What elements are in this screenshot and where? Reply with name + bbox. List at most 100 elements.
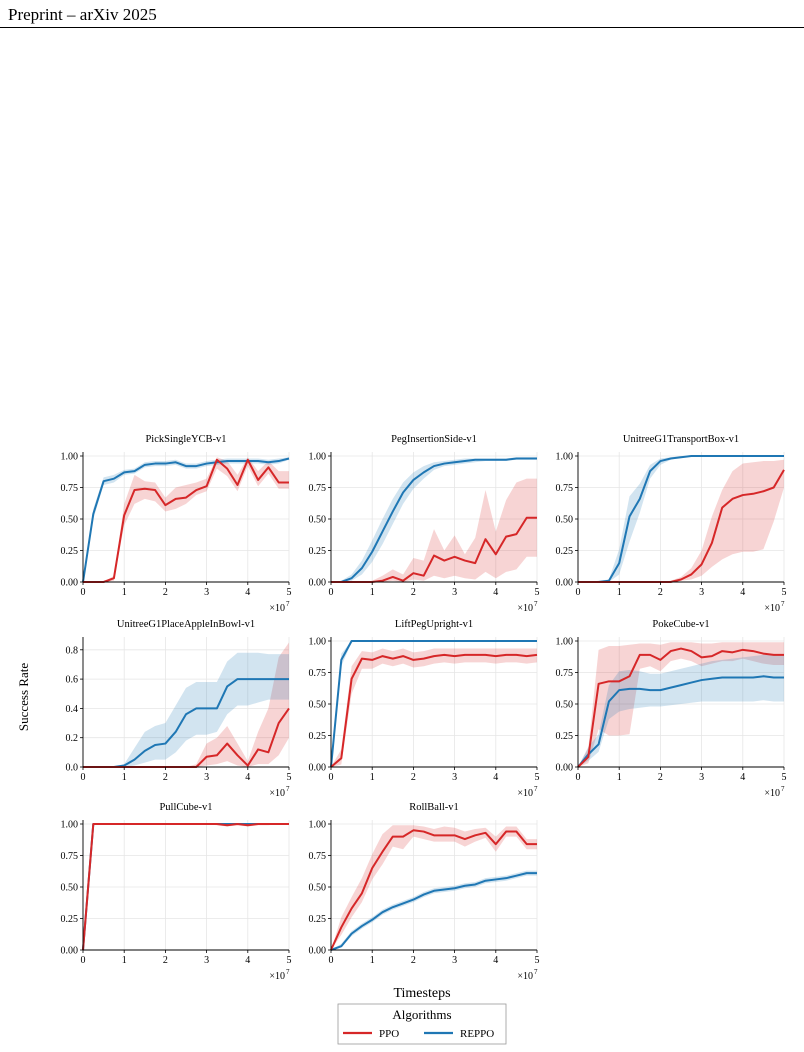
- panel-7-x-multiplier: ×10: [269, 971, 285, 982]
- panel-5-x-multiplier-exp: 7: [534, 785, 538, 793]
- panel-5-y-tick-label-2: 0.50: [309, 700, 327, 711]
- panel-2-x-tick-label-5: 5: [535, 587, 540, 598]
- panel-4-y-tick-label-3: 0.6: [66, 675, 79, 686]
- panel-1-line-ppo: [83, 458, 289, 583]
- panel-6-y-tick-label-2: 0.50: [556, 700, 574, 711]
- panel-2-x-tick-label-3: 3: [452, 587, 457, 598]
- panel-1-x-multiplier: ×10: [269, 603, 285, 614]
- panel-5-x-tick-label-0: 0: [329, 772, 334, 783]
- panel-2-x-tick-label-1: 1: [370, 587, 375, 598]
- panel-5-y-tick-label-4: 1.00: [309, 637, 327, 648]
- panel-8-title: RollBall-v1: [409, 802, 459, 813]
- panel-1-y-tick-label-4: 1.00: [61, 452, 79, 463]
- panel-4-x-multiplier-exp: 7: [286, 785, 290, 793]
- panel-3-x-tick-label-3: 3: [699, 587, 704, 598]
- panel-7-line-ppo: [82, 823, 289, 951]
- panel-1-y-tick-label-1: 0.25: [61, 546, 79, 557]
- panel-3-x-multiplier: ×10: [764, 603, 780, 614]
- panel-1-title: PickSingleYCB-v1: [145, 434, 226, 445]
- panel-5-band-ppo: [331, 648, 537, 767]
- panel-6-x-multiplier: ×10: [764, 788, 780, 799]
- panel-8-y-tick-label-4: 1.00: [309, 820, 327, 831]
- panel-4-y-tick-label-1: 0.2: [66, 733, 79, 744]
- panel-6-y-tick-label-4: 1.00: [556, 637, 574, 648]
- figure-y-axis-label: Success Rate: [16, 663, 31, 731]
- panel-8: 0 1 2 3 4 5 0.00 0.25 0.50 0.75 1.00 RollBall-v1 ×10…: [309, 802, 540, 982]
- panel-5-x-tick-label-3: 3: [452, 772, 457, 783]
- panel-3-y-tick-label-1: 0.25: [556, 546, 574, 557]
- panel-4-title: UnitreeG1PlaceAppleInBowl-v1: [117, 619, 255, 630]
- legend-label-reppo: REPPO: [460, 1028, 494, 1040]
- panel-4-x-tick-label-4: 4: [245, 772, 250, 783]
- panel-8-line-ppo: [330, 829, 537, 951]
- panel-5-y-tick-label-3: 0.75: [309, 668, 327, 679]
- panel-8-y-tick-label-2: 0.50: [309, 883, 327, 894]
- panel-5-x-tick-label-5: 5: [535, 772, 540, 783]
- panel-1-x-multiplier-exp: 7: [286, 600, 290, 608]
- panel-2-y-tick-label-3: 0.75: [309, 483, 327, 494]
- panel-2-x-multiplier-exp: 7: [534, 600, 538, 608]
- panel-1-y-tick-label-2: 0.50: [61, 515, 79, 526]
- legend-box: [337, 1003, 507, 1045]
- panel-5-x-tick-label-4: 4: [493, 772, 498, 783]
- panel-5-title: LiftPegUpright-v1: [395, 619, 473, 630]
- panel-4-y-tick-label-2: 0.4: [66, 704, 79, 715]
- panel-4-y-tick-label-4: 0.8: [66, 645, 79, 656]
- legend-title: Algorithms: [392, 1007, 451, 1022]
- panel-1-x-tick-label-2: 2: [163, 587, 168, 598]
- panel-8-x-tick-label-3: 3: [452, 955, 457, 966]
- panel-3-title: UnitreeG1TransportBox-v1: [623, 434, 739, 445]
- panel-6-line-ppo: [577, 647, 784, 768]
- panel-7-x-tick-label-0: 0: [81, 955, 86, 966]
- panel-5-line-ppo: [330, 653, 538, 768]
- panel-7-x-tick-label-5: 5: [287, 955, 292, 966]
- panel-8-x-multiplier-exp: 7: [534, 968, 538, 976]
- panel-2-x-tick-label-0: 0: [329, 587, 334, 598]
- panel-1-x-tick-label-5: 5: [287, 587, 292, 598]
- panel-2: 0 1 2 3 4 5 0.00 0.25 0.50 0.75 1.00 PegInsertionSi…: [309, 434, 540, 614]
- header-text: Preprint – arXiv 2025: [8, 5, 157, 24]
- panel-2-title: PegInsertionSide-v1: [391, 434, 477, 445]
- panel-7-x-tick-label-2: 2: [163, 955, 168, 966]
- panel-4-x-tick-label-1: 1: [122, 772, 127, 783]
- panel-8-x-tick-label-2: 2: [411, 955, 416, 966]
- panel-2-x-tick-label-2: 2: [411, 587, 416, 598]
- panel-8-line-reppo: [330, 872, 537, 951]
- panel-3-y-tick-label-2: 0.50: [556, 515, 574, 526]
- panel-2-band-ppo: [331, 478, 537, 582]
- figure-x-axis-label: Timesteps: [393, 986, 450, 1001]
- panel-2-y-tick-label-2: 0.50: [309, 515, 327, 526]
- panel-4-x-tick-label-3: 3: [204, 772, 209, 783]
- panel-4-x-multiplier: ×10: [269, 788, 285, 799]
- panel-8-y-tick-label-3: 0.75: [309, 851, 327, 862]
- panel-7-title: PullCube-v1: [159, 802, 212, 813]
- panel-4-x-tick-label-2: 2: [163, 772, 168, 783]
- panel-1-band-ppo: [83, 457, 289, 582]
- panel-6-y-tick-label-1: 0.25: [556, 731, 574, 742]
- panel-1-x-tick-label-3: 3: [204, 587, 209, 598]
- panel-5-y-tick-label-1: 0.25: [309, 731, 327, 742]
- panel-5-x-multiplier: ×10: [517, 788, 533, 799]
- panel-3-x-tick-label-0: 0: [576, 587, 581, 598]
- panel-1-x-tick-label-4: 4: [245, 587, 250, 598]
- panel-3-x-tick-label-1: 1: [617, 587, 622, 598]
- panel-5: 0 1 2 3 4 5 0.00 0.25 0.50 0.75 1.00 LiftPegUpright…: [309, 619, 540, 799]
- panel-4-band-ppo: [83, 642, 289, 767]
- panel-6: 0 1 2 3 4 5 0.00 0.25 0.50 0.75 1.00 PokeCube-v1 ×10…: [556, 619, 787, 799]
- panel-2-x-tick-label-4: 4: [493, 587, 498, 598]
- panel-7-y-tick-label-4: 1.00: [61, 820, 79, 831]
- panel-4: 0 1 2 3 4 5 0.0 0.2 0.4 0.6 0.8 UnitreeG1PlaceApple…: [66, 619, 292, 799]
- panel-3-x-tick-label-5: 5: [782, 587, 787, 598]
- panel-4-x-tick-label-5: 5: [287, 772, 292, 783]
- panel-3-x-tick-label-2: 2: [658, 587, 663, 598]
- panel-6-band-ppo: [578, 642, 784, 767]
- panel-5-line-reppo: [330, 640, 537, 768]
- panel-2-x-multiplier: ×10: [517, 603, 533, 614]
- panel-7-x-tick-label-4: 4: [245, 955, 250, 966]
- panel-1: 0 1 2 3 4 5 0.00 0.25 0.50 0.75 1.00 PickSingleYCB-…: [61, 434, 292, 614]
- panel-8-x-tick-label-5: 5: [535, 955, 540, 966]
- panel-8-x-tick-label-0: 0: [329, 955, 334, 966]
- panel-3: 0 1 2 3 4 5 0.00 0.25 0.50 0.75 1.00 UnitreeG1Trans…: [556, 434, 787, 614]
- panel-5-x-tick-label-2: 2: [411, 772, 416, 783]
